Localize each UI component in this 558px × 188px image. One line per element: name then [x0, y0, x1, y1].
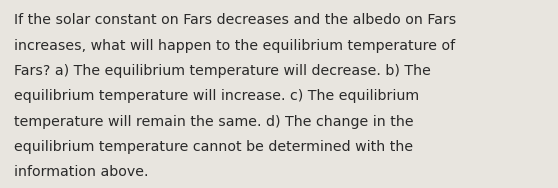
Text: information above.: information above.: [14, 165, 148, 179]
Text: increases, what will happen to the equilibrium temperature of: increases, what will happen to the equil…: [14, 39, 455, 52]
Text: Fars? a) The equilibrium temperature will decrease. b) The: Fars? a) The equilibrium temperature wil…: [14, 64, 431, 78]
Text: equilibrium temperature cannot be determined with the: equilibrium temperature cannot be determ…: [14, 140, 413, 154]
Text: If the solar constant on Fars decreases and the albedo on Fars: If the solar constant on Fars decreases …: [14, 13, 456, 27]
Text: temperature will remain the same. d) The change in the: temperature will remain the same. d) The…: [14, 115, 413, 129]
Text: equilibrium temperature will increase. c) The equilibrium: equilibrium temperature will increase. c…: [14, 89, 419, 103]
